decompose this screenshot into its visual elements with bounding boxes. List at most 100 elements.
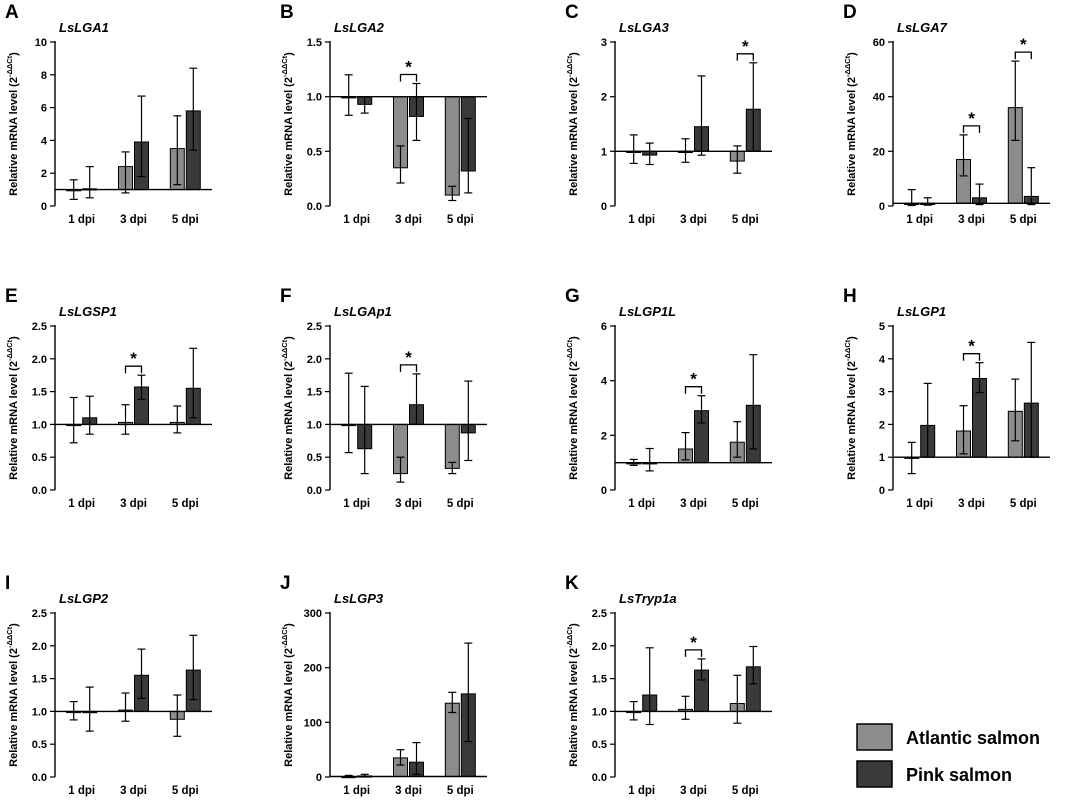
y-tick-label: 40: [873, 92, 885, 104]
significance-star: *: [690, 633, 697, 652]
significance-star: *: [968, 109, 975, 128]
y-tick-label: 1: [879, 452, 885, 464]
panel-title: LsLGP2: [59, 591, 109, 606]
y-tick-label: 0.5: [32, 739, 47, 751]
panel-letter-F: F: [280, 286, 292, 307]
significance-star: *: [1020, 35, 1027, 54]
y-tick-label: 2: [879, 419, 885, 431]
x-category-label: 5 dpi: [1010, 498, 1037, 510]
panel-title: LsLGP1L: [619, 304, 676, 319]
panel-letter-J: J: [280, 573, 291, 594]
y-axis-label: Relative mRNA level (2-ΔΔCt): [5, 623, 20, 767]
x-category-label: 1 dpi: [343, 785, 370, 797]
y-axis-label: Relative mRNA level (2-ΔΔCt): [280, 52, 295, 196]
y-tick-label: 2.0: [307, 354, 322, 366]
y-tick-label: 2.0: [32, 641, 47, 653]
y-axis-label-close: ): [846, 336, 858, 340]
x-category-label: 5 dpi: [1010, 214, 1037, 226]
panel-J: J LsLGP3 Relative mRNA level (2-ΔΔCt) 0 100 2…: [280, 573, 487, 797]
x-category-label: 1 dpi: [628, 785, 655, 797]
x-category-label: 3 dpi: [395, 785, 422, 797]
y-tick-label: 1.5: [32, 387, 47, 399]
significance-bracket: [684, 649, 703, 657]
bar-atlantic-3: [444, 96, 460, 196]
x-category-label: 5 dpi: [732, 214, 759, 226]
panel-title: LsLGP3: [334, 591, 384, 606]
significance-bracket: [399, 364, 418, 372]
y-axis-label-text: Relative mRNA level (2: [568, 77, 580, 196]
significance-bracket: [684, 386, 703, 394]
y-tick-label: 2.0: [592, 641, 607, 653]
significance-bracket: [1014, 51, 1032, 60]
legend-label-pink: Pink salmon: [906, 765, 1012, 785]
y-axis-label-superscript: -ΔΔCt: [565, 626, 574, 648]
y-tick-label: 0: [601, 485, 607, 497]
significance-star: *: [405, 58, 412, 77]
significance-star: *: [405, 348, 412, 367]
y-tick-label: 6: [601, 321, 607, 333]
y-axis-label-close: ): [568, 336, 580, 340]
y-axis-label-text: Relative mRNA level (2: [8, 648, 20, 767]
y-tick-label: 3: [601, 37, 607, 49]
x-category-label: 1 dpi: [68, 498, 95, 510]
panel-letter-H: H: [843, 286, 857, 307]
x-category-label: 5 dpi: [732, 498, 759, 510]
y-tick-label: 1.0: [32, 419, 47, 431]
significance-star: *: [130, 349, 137, 368]
y-tick-label: 0: [316, 772, 322, 784]
y-tick-label: 1.0: [592, 706, 607, 718]
y-axis-label: Relative mRNA level (2-ΔΔCt): [565, 336, 580, 480]
panel-K: K LsTryp1a Relative mRNA level (2-ΔΔCt) 0.0…: [565, 573, 772, 797]
y-axis-label-superscript: -ΔΔCt: [565, 339, 574, 361]
y-tick-label: 4: [879, 354, 886, 366]
y-tick-label: 0.5: [32, 452, 47, 464]
y-tick-label: 2.5: [32, 608, 47, 620]
y-tick-label: 20: [873, 146, 885, 158]
y-axis-label-superscript: -ΔΔCt: [5, 55, 14, 77]
panel-F: F LsLGAp1 Relative mRNA level (2-ΔΔCt) 0.0 0…: [280, 286, 487, 510]
y-axis-label: Relative mRNA level (2-ΔΔCt): [5, 336, 20, 480]
y-axis-label-text: Relative mRNA level (2: [283, 361, 295, 480]
x-category-label: 5 dpi: [172, 214, 199, 226]
y-tick-label: 2: [41, 168, 47, 180]
y-axis-label-superscript: -ΔΔCt: [280, 55, 289, 77]
x-category-label: 5 dpi: [447, 498, 474, 510]
significance-bracket: [962, 353, 981, 361]
x-category-label: 1 dpi: [68, 214, 95, 226]
x-category-label: 1 dpi: [343, 214, 370, 226]
y-axis-label-close: ): [283, 336, 295, 340]
y-tick-label: 0.0: [592, 772, 607, 784]
panel-letter-G: G: [565, 286, 580, 307]
y-tick-label: 0.0: [307, 201, 322, 213]
y-tick-label: 0.0: [307, 485, 322, 497]
significance-bracket: [399, 73, 418, 82]
y-tick-label: 300: [304, 608, 322, 620]
panel-B: B LsLGA2 Relative mRNA level (2-ΔΔCt) 0.0 0.…: [280, 2, 487, 226]
y-axis-label-text: Relative mRNA level (2: [846, 77, 858, 196]
panel-letter-K: K: [565, 573, 579, 594]
y-tick-label: 2.5: [32, 321, 47, 333]
x-category-label: 5 dpi: [172, 498, 199, 510]
y-tick-label: 60: [873, 37, 885, 49]
y-tick-label: 1.5: [592, 674, 607, 686]
y-tick-label: 1.5: [307, 37, 322, 49]
panel-letter-A: A: [5, 2, 19, 23]
bar-atlantic-3: [444, 702, 460, 778]
y-axis-label-text: Relative mRNA level (2: [8, 77, 20, 196]
panel-I: I LsLGP2 Relative mRNA level (2-ΔΔCt) 0.0 0.…: [5, 573, 212, 797]
y-tick-label: 4: [41, 135, 48, 147]
panel-letter-E: E: [5, 286, 18, 307]
x-category-label: 5 dpi: [732, 785, 759, 797]
y-axis-label: Relative mRNA level (2-ΔΔCt): [280, 336, 295, 480]
y-axis-label-close: ): [283, 52, 295, 56]
y-tick-label: 6: [41, 103, 47, 115]
y-axis-label-close: ): [568, 52, 580, 56]
y-tick-label: 0.5: [307, 146, 322, 158]
y-tick-label: 1.0: [307, 419, 322, 431]
x-category-label: 1 dpi: [628, 214, 655, 226]
x-category-label: 3 dpi: [680, 498, 707, 510]
x-category-label: 3 dpi: [958, 498, 985, 510]
y-tick-label: 2.5: [592, 608, 607, 620]
y-tick-label: 2: [601, 430, 607, 442]
